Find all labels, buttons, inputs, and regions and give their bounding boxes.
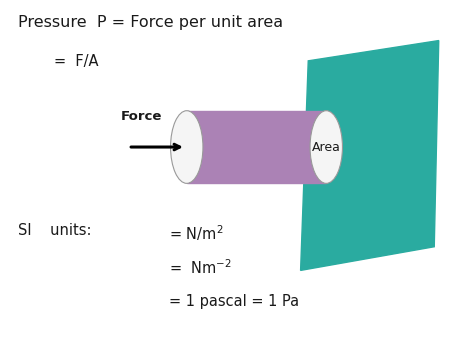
Text: = 1 pascal = 1 Pa: = 1 pascal = 1 Pa — [169, 294, 299, 309]
Ellipse shape — [310, 111, 342, 184]
Text: =  Nm$^{-2}$: = Nm$^{-2}$ — [169, 259, 232, 277]
Text: Force: Force — [121, 111, 162, 123]
Ellipse shape — [171, 111, 203, 184]
FancyBboxPatch shape — [187, 111, 326, 183]
Text: SI    units:: SI units: — [18, 223, 91, 238]
Polygon shape — [301, 41, 439, 270]
Text: Area: Area — [312, 141, 341, 153]
Text: =  F/A: = F/A — [54, 54, 99, 69]
Text: = N/m$^2$: = N/m$^2$ — [169, 223, 223, 243]
Text: Pressure  P = Force per unit area: Pressure P = Force per unit area — [18, 15, 283, 30]
